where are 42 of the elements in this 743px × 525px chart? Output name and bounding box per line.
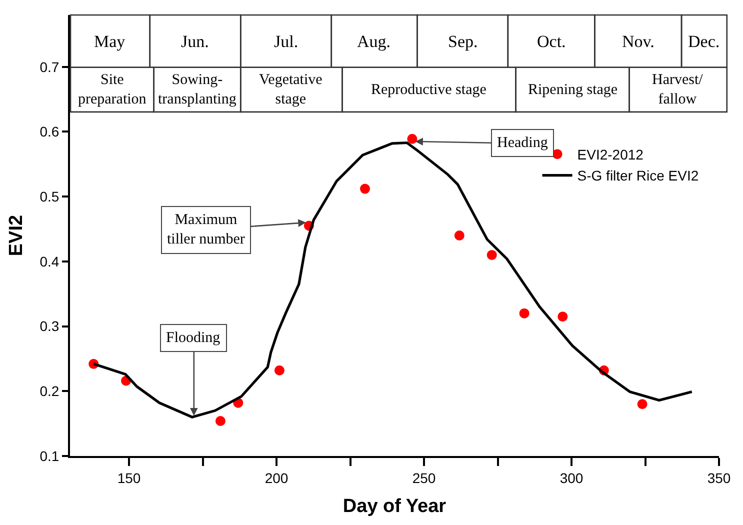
y-tick-label: 0.1 [40, 448, 60, 464]
point [558, 312, 568, 322]
x-tick-label: 200 [264, 470, 288, 486]
x-axis-title: Day of Year [342, 496, 447, 518]
annotation: Sowing- transplanting [158, 72, 237, 108]
annotation: May [94, 32, 126, 51]
point [637, 399, 648, 410]
y-tick-label: 0.4 [40, 253, 60, 270]
point [454, 230, 464, 240]
legend-label: S-G filter Rice EVI2 [577, 168, 699, 184]
x-tick-label: 300 [560, 470, 584, 486]
annotation: Aug. [357, 32, 391, 51]
x-tick-label: 250 [412, 470, 436, 486]
annotation: Ripening stage [528, 82, 618, 98]
point [486, 250, 497, 260]
point [360, 184, 370, 194]
y-tick-label: 0.2 [40, 383, 60, 400]
annotation: Flooding [166, 330, 221, 346]
x-tick-label: 350 [707, 470, 731, 486]
y-tick-label: 0.5 [40, 188, 60, 204]
y-tick-label: 0.6 [40, 124, 60, 140]
annotation: Jul. [274, 32, 298, 51]
annotation: Oct. [537, 32, 566, 51]
annotation: Dec. [688, 32, 720, 51]
annotation: Vegetative stage [259, 72, 323, 108]
legend-label: EVI2-2012 [577, 146, 644, 163]
y-tick-label: 0.3 [40, 318, 60, 334]
annotation: Site preparation [78, 72, 147, 108]
point [274, 365, 284, 376]
annotation: Harvest/ fallow [652, 72, 704, 108]
y-axis-title: EVI2 [6, 214, 28, 256]
point [407, 134, 418, 144]
point [215, 416, 226, 426]
annotation: Jun. [181, 32, 209, 51]
x-tick-label: 150 [117, 470, 141, 486]
annotation: Maximum tiller number [167, 212, 245, 248]
annotation: Reproductive stage [371, 82, 487, 98]
point [519, 308, 530, 318]
annotation: Sep. [448, 32, 478, 51]
annotation: Nov. [622, 32, 654, 51]
annotation: Heading [497, 135, 548, 151]
y-tick-label: 0.7 [40, 58, 60, 75]
